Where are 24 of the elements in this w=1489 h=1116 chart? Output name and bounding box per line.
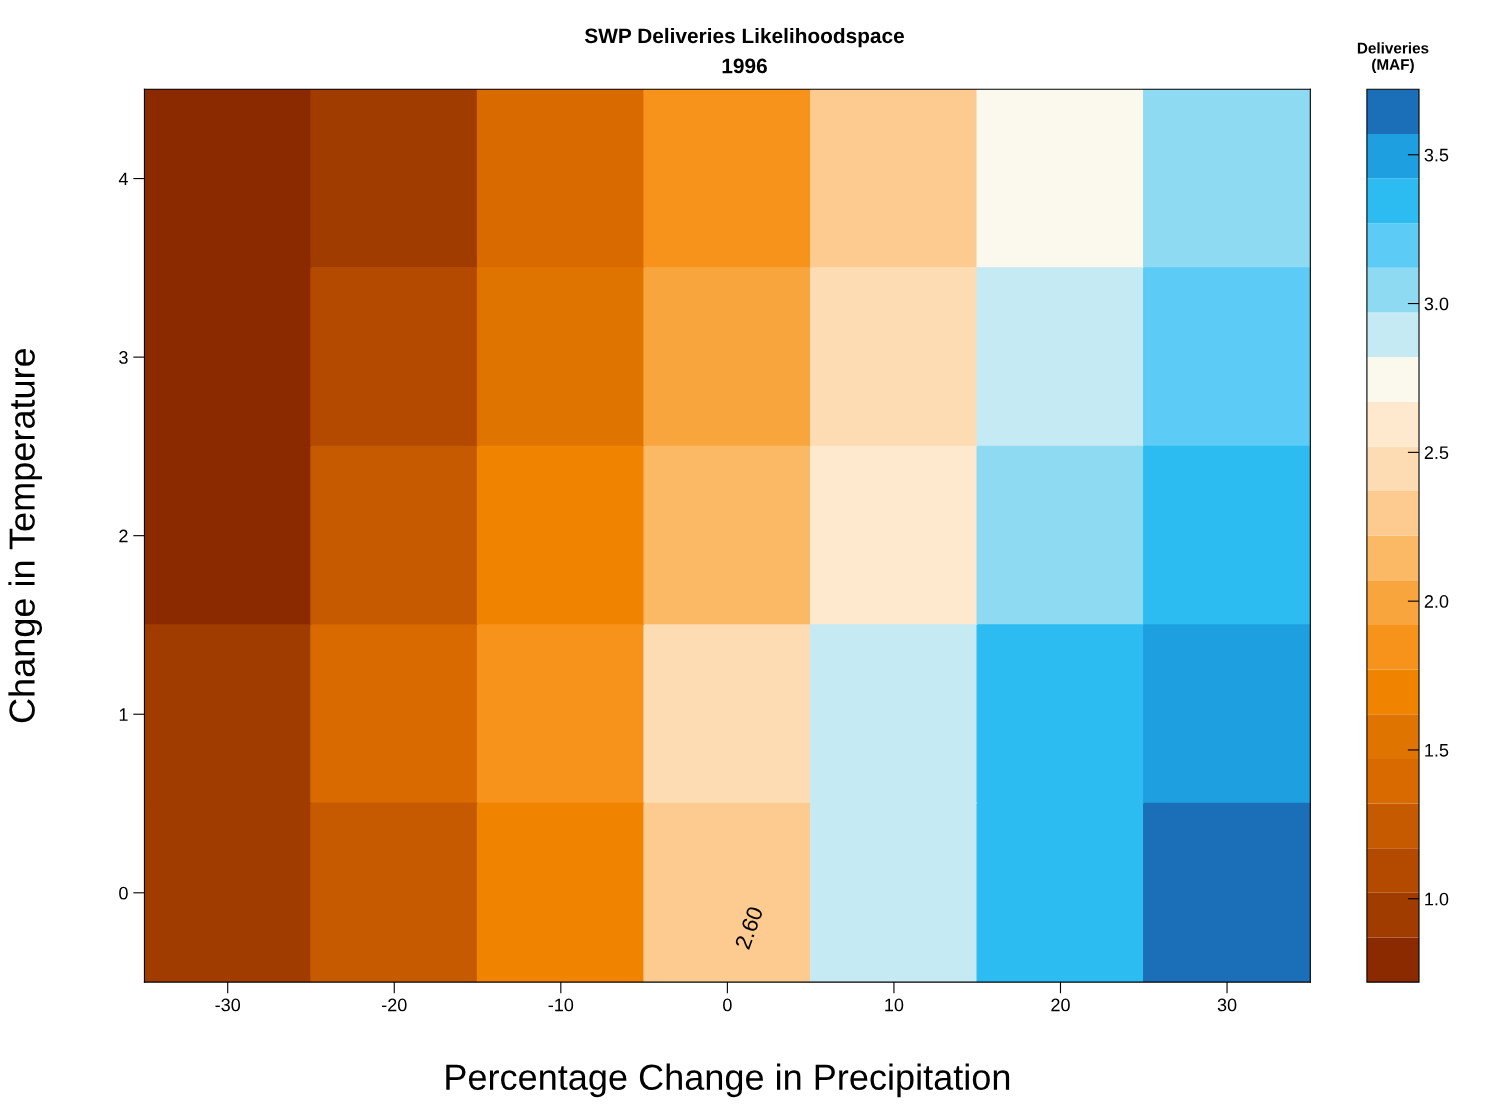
x-axis-title: Percentage Change in Precipitation [446, 1063, 1010, 1098]
color-bar-label: 3.5 [1424, 148, 1449, 162]
color-bar-label: 2.0 [1424, 595, 1449, 608]
x-tick-label: 10 [885, 998, 904, 1012]
y-axis-title: Change in Temperature [8, 348, 43, 723]
x-tick-label: 30 [1217, 998, 1237, 1012]
x-tick-label: 20 [1051, 998, 1070, 1012]
y-tick-label: 3 [119, 351, 128, 364]
x-tick-label: -10 [548, 998, 574, 1012]
color-bar-title: Deliveries (MAF) [1357, 42, 1429, 74]
chart-subtitle: 1996 [722, 58, 767, 74]
y-tick-label: 4 [118, 172, 128, 186]
y-tick-label: 1 [119, 708, 128, 721]
annotation: 2.60 [734, 905, 764, 950]
x-tick-label: -20 [382, 998, 407, 1012]
x-tick-label: -30 [215, 998, 241, 1012]
color-bar-label: 2.5 [1424, 446, 1449, 460]
color-bar-label: 3.0 [1424, 297, 1449, 311]
y-tick-label: 2 [119, 529, 128, 543]
x-tick-label: 0 [723, 998, 732, 1012]
color-bar-label: 1.5 [1425, 744, 1449, 757]
y-tick-label: 0 [119, 886, 128, 900]
color-bar-label: 1.0 [1425, 892, 1449, 906]
chart-title: SWP Deliveries Likelihoodspace [584, 27, 904, 48]
